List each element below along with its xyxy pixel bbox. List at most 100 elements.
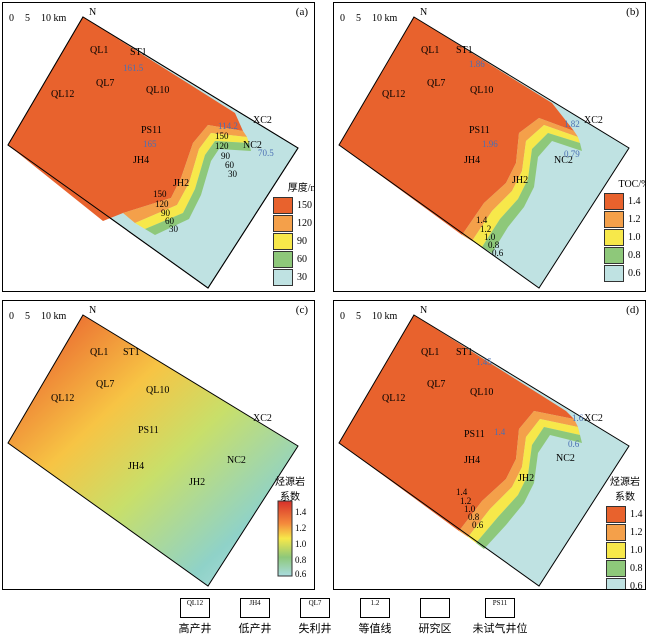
legend-isoline: 1.2 等值线 <box>358 598 392 635</box>
well-ql10: QL10 <box>146 385 170 396</box>
well-ql12: QL12 <box>382 393 406 404</box>
map-b <box>338 16 630 289</box>
untested-well-icon: PS11 <box>485 598 515 618</box>
isoline-label: 60 <box>225 160 234 170</box>
panel-d: (d) 0 5 10 km N QL1 ST1 QL7 QL12 QL10 PS… <box>333 300 646 590</box>
isoline-label: 90 <box>161 208 170 218</box>
isoline-label: 1.4 <box>476 215 488 225</box>
north-arrow: N <box>89 305 97 316</box>
failed-well-icon: QL7 <box>300 598 330 618</box>
well-jh2: JH2 <box>512 175 529 186</box>
isoline-label: 90 <box>221 151 230 161</box>
well-ps11: PS11 <box>138 425 159 436</box>
legend-a: 厚度/m 150 120 90 60 30 <box>273 179 314 286</box>
well-nc2: NC2 <box>227 455 246 466</box>
well-xc2: XC2 <box>253 115 272 126</box>
well-ql7: QL7 <box>427 78 446 89</box>
panel-label: (a) <box>295 6 308 18</box>
well-ql10: QL10 <box>146 85 170 96</box>
scale-zero: 0 <box>340 13 345 24</box>
isoline-label: 60 <box>165 216 174 226</box>
legend-tick: 0.8 <box>295 555 307 565</box>
high-well-icon: QL12 <box>180 598 210 618</box>
legend-untested-well: PS11 未试气井位 <box>472 598 528 635</box>
panel-b: (b) 0 5 10 km N QL1 ST1 QL7 QL12 QL10 PS… <box>333 2 646 292</box>
isoline-label: 0.8 <box>468 512 480 522</box>
panel-label: (b) <box>626 6 639 18</box>
well-jh4: JH4 <box>128 461 145 472</box>
well-st1: ST1 <box>123 347 140 358</box>
well-nc2: NC2 <box>243 140 262 151</box>
scale-ten: 10 km <box>41 311 67 322</box>
well-ql7: QL7 <box>96 78 115 89</box>
well-nc2: NC2 <box>556 453 575 464</box>
scale-zero: 0 <box>340 311 345 322</box>
isoline-label: 120 <box>215 141 229 151</box>
north-arrow: N <box>420 7 428 18</box>
map-a <box>7 16 299 289</box>
scale-five: 5 <box>25 13 30 24</box>
isoline-label: 0.8 <box>488 240 500 250</box>
well-xc2: XC2 <box>584 115 603 126</box>
well-st1: ST1 <box>456 347 473 358</box>
legend-tick: 1.2 <box>295 523 307 533</box>
legend-failed-well: QL7 失利井 <box>298 598 332 635</box>
north-arrow: N <box>89 7 97 18</box>
well-jh2: JH2 <box>518 473 535 484</box>
well-jh2: JH2 <box>173 178 190 189</box>
well-xc2: XC2 <box>584 413 603 424</box>
well-jh4: JH4 <box>464 455 481 466</box>
legend-low-well: JH4 低产井 <box>238 598 272 635</box>
scale-five: 5 <box>25 311 30 322</box>
legend-d: 烃源岩 系数 1.4 1.2 1.0 0.8 0.6 <box>596 473 645 589</box>
isoline-label: 30 <box>228 169 237 179</box>
well-ql1: QL1 <box>90 45 109 56</box>
value-st1: 161.5 <box>123 63 144 73</box>
legend-tick: 1.0 <box>295 539 307 549</box>
value-st1: 1.45 <box>476 357 492 367</box>
well-ql12: QL12 <box>51 393 75 404</box>
value-ps11: 1.4 <box>494 427 506 437</box>
isoline-label: 1.4 <box>456 487 468 497</box>
isoline-label: 1.2 <box>480 224 492 234</box>
value-nc2: 70.5 <box>258 148 274 158</box>
well-ql7: QL7 <box>427 379 446 390</box>
legend-title: TOC/% <box>618 179 645 190</box>
scale-ten: 10 km <box>372 311 398 322</box>
value-ps11: 165 <box>143 139 157 149</box>
isoline-label: 30 <box>169 224 178 234</box>
scale-ten: 10 km <box>41 13 67 24</box>
panel-c: (c) 0 5 10 km N QL1 ST1 QL7 QL12 QL10 PS… <box>2 300 315 590</box>
well-jh2: JH2 <box>189 477 206 488</box>
legend-c: 烃源岩 系数 <box>265 473 314 505</box>
well-jh4: JH4 <box>464 155 481 166</box>
isoline-label: 0.6 <box>472 520 484 530</box>
scale-ten: 10 km <box>372 13 398 24</box>
well-xc2: XC2 <box>253 413 272 424</box>
panel-a: (a) 0 5 10 km N QL1 ST1 QL7 QL12 QL10 PS… <box>2 2 315 292</box>
legend-title: 烃源岩 系数 <box>610 477 640 503</box>
well-jh4: JH4 <box>133 155 150 166</box>
legend-high-well: QL12 高产井 <box>178 598 212 635</box>
well-ql7: QL7 <box>96 379 115 390</box>
scale-five: 5 <box>356 311 361 322</box>
legend-study-area: 研究区 <box>410 598 460 636</box>
map-d <box>338 314 630 587</box>
isoline-label: 120 <box>155 199 169 209</box>
isoline-label: 150 <box>153 189 167 199</box>
study-area-icon <box>420 598 450 618</box>
well-st1: ST1 <box>130 47 147 58</box>
legend-b: TOC/% 1.4 1.2 1.0 0.8 0.6 <box>604 179 645 282</box>
legend-title: 烃源岩 系数 <box>275 477 305 503</box>
well-ql12: QL12 <box>51 89 75 100</box>
isoline-label: 1.0 <box>464 504 476 514</box>
well-ql1: QL1 <box>90 347 109 358</box>
well-ql10: QL10 <box>470 85 494 96</box>
value-xc2: 1.6 <box>572 413 584 423</box>
value-xc2: 114.2 <box>218 121 238 131</box>
panel-label: (d) <box>626 304 639 316</box>
well-ql1: QL1 <box>421 347 440 358</box>
well-ql1: QL1 <box>421 45 440 56</box>
value-st1: 1.86 <box>469 59 485 69</box>
isoline-label: 0.6 <box>492 248 504 258</box>
